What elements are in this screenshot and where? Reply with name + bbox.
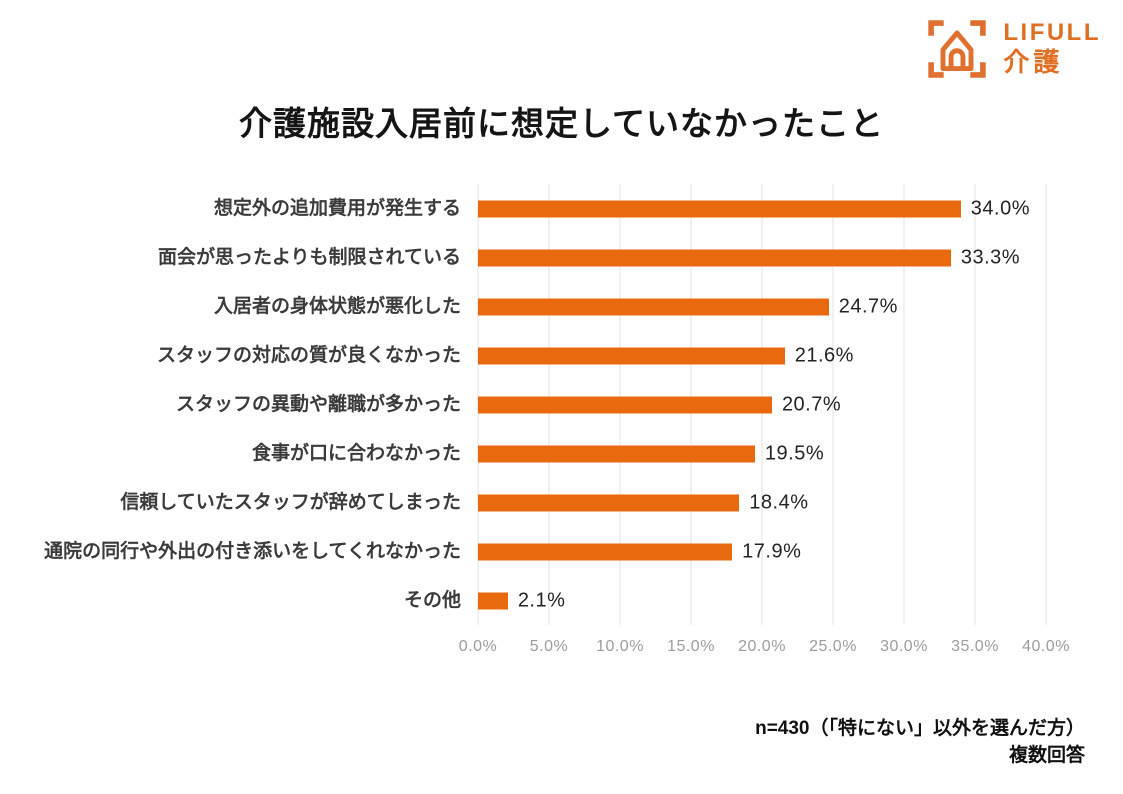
value-label: 2.1% — [517, 589, 566, 611]
logo-text: LIFULL 介護 — [1003, 21, 1101, 77]
chart-row: その他 2.1% — [18, 576, 1046, 625]
chart-row: 信頼していたスタッフが辞めてしまった 18.4% — [18, 478, 1046, 527]
chart-row: スタッフの対応の質が良くなかった 21.6% — [18, 331, 1046, 380]
bar — [478, 200, 961, 217]
category-label: 食事が口に合わなかった — [251, 443, 461, 464]
logo-brand-text: LIFULL — [1003, 19, 1101, 47]
bar-track: 33.3% — [478, 233, 1046, 282]
value-label: 33.3% — [960, 246, 1021, 268]
gridline — [832, 184, 834, 625]
x-tick-label: 10.0% — [596, 638, 644, 655]
value-label: 24.7% — [838, 295, 898, 317]
gridline — [1045, 184, 1047, 625]
bar — [478, 494, 740, 511]
x-tick-label: 40.0% — [1022, 638, 1070, 655]
chart-row: スタッフの異動や離職が多かった 20.7% — [18, 380, 1046, 429]
category-label: 入居者の身体状態が悪化した — [213, 296, 461, 317]
logo-product-text: 介護 — [1003, 47, 1064, 78]
chart-row: 想定外の追加費用が発生する 34.0% — [18, 184, 1046, 233]
house-frame-icon — [928, 20, 987, 78]
chart-rows: 想定外の追加費用が発生する 34.0% 面会が思ったよりも制限されている 33.3% 入… — [18, 184, 1046, 625]
value-label: 19.5% — [764, 442, 825, 464]
x-tick-label: 0.0% — [458, 638, 498, 655]
bar-track: 21.6% — [478, 331, 1046, 380]
x-tick-label: 35.0% — [951, 638, 999, 655]
value-label: 34.0% — [970, 197, 1031, 219]
chart-row: 通院の同行や外出の付き添いをしてくれなかった 17.9% — [18, 527, 1046, 576]
bar — [478, 396, 772, 413]
bar — [478, 445, 755, 462]
chart-row: 食事が口に合わなかった 19.5% — [18, 429, 1046, 478]
bar — [478, 298, 829, 315]
bar-track: 19.5% — [478, 429, 1046, 478]
x-tick-label: 25.0% — [809, 638, 857, 655]
gridline — [903, 184, 905, 625]
sample-note: n=430（「特にない」以外を選んだ方） 複数回答 — [755, 716, 1085, 769]
x-axis: 0.0% 5.0% 10.0% 15.0% 20.0% 25.0% 30.0% 35.0% 40… — [459, 638, 1070, 658]
bar-chart: 想定外の追加費用が発生する 34.0% 面会が思ったよりも制限されている 33.3% 入… — [18, 184, 1070, 658]
bar — [478, 347, 785, 364]
bar — [478, 543, 733, 560]
category-label: スタッフの対応の質が良くなかった — [156, 345, 461, 366]
plot-area: 想定外の追加費用が発生する 34.0% 面会が思ったよりも制限されている 33.3% 入… — [18, 184, 1047, 625]
value-label: 18.4% — [749, 491, 809, 513]
value-label: 17.9% — [742, 540, 802, 562]
x-tick-label: 20.0% — [738, 638, 786, 655]
bar-track: 2.1% — [478, 576, 1046, 625]
category-label: 面会が思ったよりも制限されている — [157, 247, 461, 268]
multiple-answer-text: 複数回答 — [1008, 744, 1085, 766]
x-tick-label: 15.0% — [667, 638, 715, 655]
chart-row: 面会が思ったよりも制限されている 33.3% — [18, 233, 1046, 282]
value-label: 20.7% — [781, 393, 842, 415]
bar-track: 17.9% — [478, 527, 1046, 576]
sample-size-text: n=430（「特にない」以外を選んだ方） — [755, 718, 1085, 739]
category-label: 信頼していたスタッフが辞めてしまった — [120, 492, 461, 513]
chart-row: 入居者の身体状態が悪化した 24.7% — [18, 282, 1046, 331]
gridline — [974, 184, 976, 625]
bar — [478, 592, 508, 609]
bar-track: 20.7% — [478, 380, 1046, 429]
category-label: 通院の同行や外出の付き添いをしてくれなかった — [44, 541, 461, 562]
value-label: 21.6% — [794, 344, 854, 366]
category-label: その他 — [403, 590, 461, 611]
lifull-kaigo-logo: LIFULL 介護 — [922, 14, 1101, 84]
category-label: スタッフの異動や離職が多かった — [175, 394, 461, 415]
x-tick-label: 5.0% — [529, 638, 569, 655]
bar — [478, 249, 951, 266]
bar-track: 34.0% — [478, 184, 1046, 233]
category-label: 想定外の追加費用が発生する — [213, 198, 461, 219]
bar-track: 24.7% — [478, 282, 1046, 331]
page-title: 介護施設入居前に想定していなかったこと — [238, 105, 884, 142]
x-tick-label: 30.0% — [880, 638, 928, 655]
bar-track: 18.4% — [478, 478, 1046, 527]
